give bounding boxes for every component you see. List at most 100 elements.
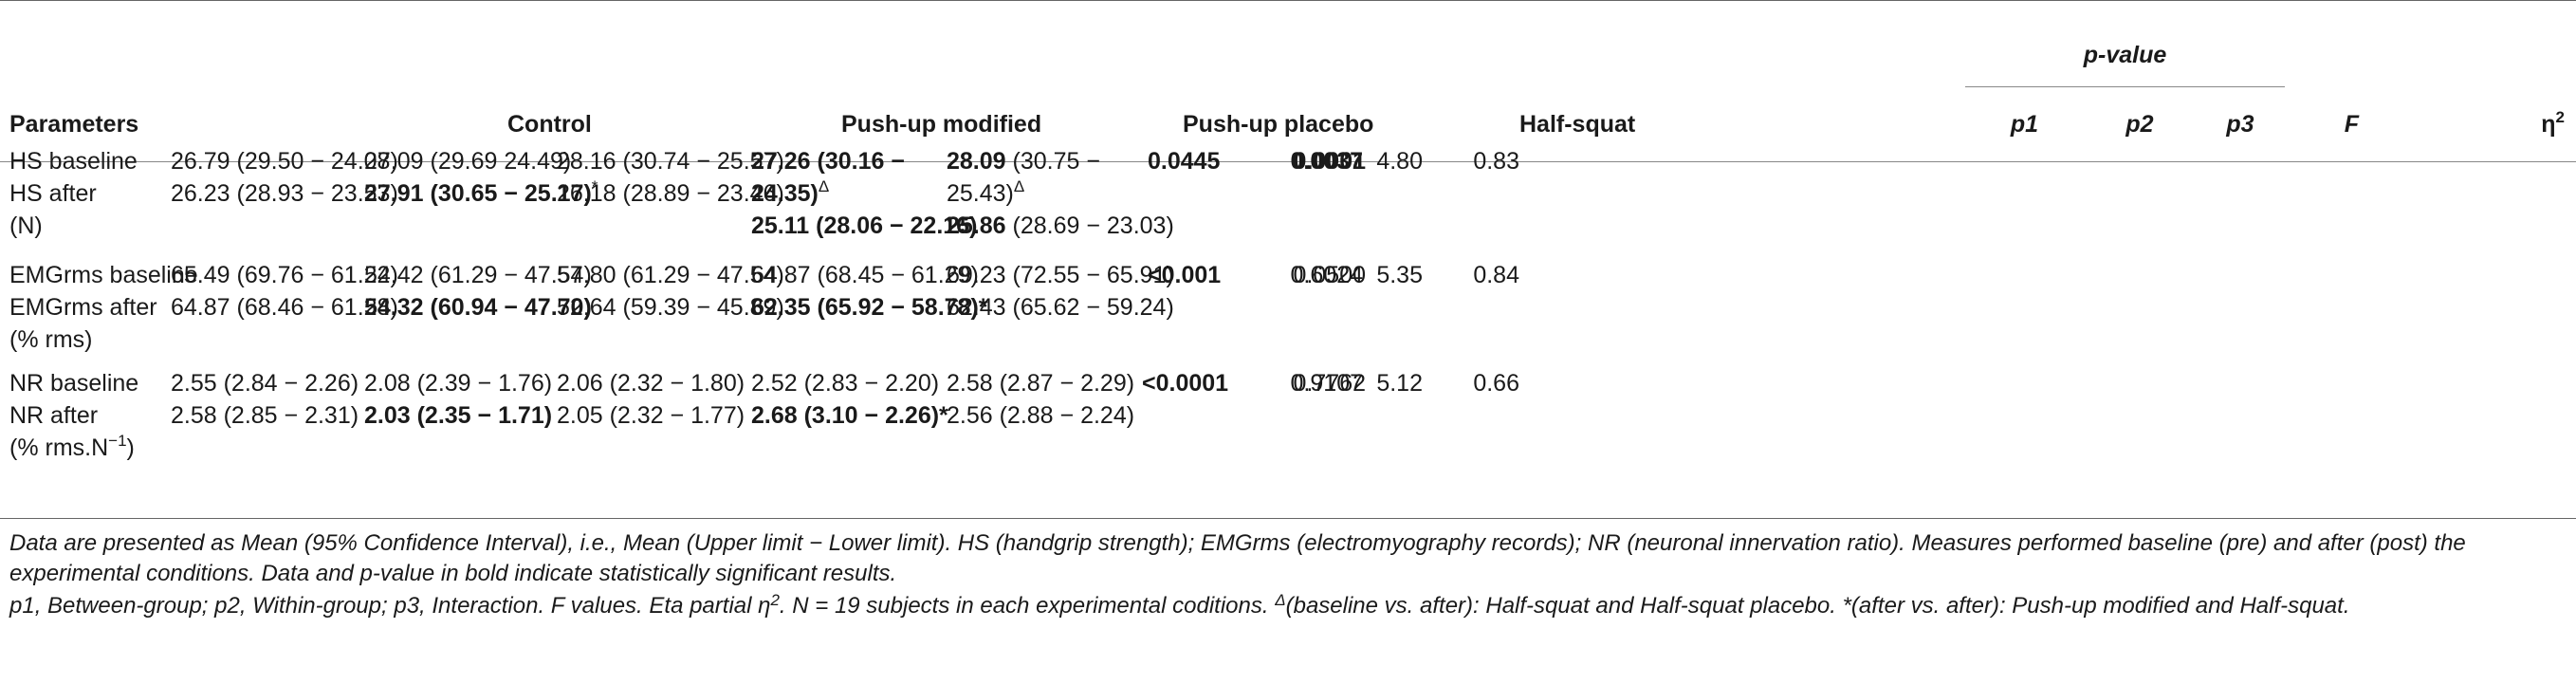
emg-eta: 0.84 xyxy=(1473,262,1519,288)
results-table: p-value Parameters Control Push-up modif… xyxy=(0,0,2576,162)
col-header-halfsquat: Half-squat xyxy=(1519,110,1636,138)
delta-mark: Δ xyxy=(818,177,830,195)
pvalue-label: p-value xyxy=(2083,42,2167,68)
cell-value-bold: 62.35 (65.92 − 58.78)* xyxy=(751,294,988,321)
hs-pushup-placebo: 28.16 (30.74 − 25.57) 26.18 (28.89 − 23.… xyxy=(557,145,784,210)
nr-p3: 0.9107 xyxy=(1290,370,1363,397)
cell-value: 2.08 (2.39 − 1.76) xyxy=(364,370,553,397)
label-hs-after: HS after xyxy=(9,180,97,207)
pvalue-group-header: p-value xyxy=(1965,0,2286,87)
emg-f: 5.35 xyxy=(1376,262,1423,288)
table-bottom-rule xyxy=(0,518,2576,519)
cell-value-bold: 24.35) xyxy=(751,180,819,207)
hs-halfsquat-placebo: 28.09 (30.75 − 25.43)Δ 25.86 (28.69 − 23… xyxy=(947,145,1174,242)
col-header-f: F xyxy=(2344,110,2360,138)
unit-superscript: −1 xyxy=(108,432,127,450)
cell-value-bold: 54.32 (60.94 − 47.70) xyxy=(364,294,592,321)
cell-value: 2.58 (2.87 − 2.29) xyxy=(947,370,1135,397)
col-header-pushup-modified: Push-up modified xyxy=(841,110,1042,138)
cell-value-bold: 25.11 (28.06 − 22.16) xyxy=(751,213,978,239)
cell-value: 26.23 (28.93 − 23.53) xyxy=(171,180,398,207)
cell-value: 69.23 (72.55 − 65.91) xyxy=(947,262,1174,288)
cell-value: 26.79 (29.50 − 24.08) xyxy=(171,148,398,175)
col-header-pushup-placebo: Push-up placebo xyxy=(1183,110,1374,138)
eta-superscript: 2 xyxy=(2555,107,2566,126)
cell-value: 27.09 (29.69 24.49) xyxy=(364,148,572,175)
row-group-hs: HS baseline HS after (N) 26.79 (29.50 − … xyxy=(0,145,2576,259)
asterisk-mark: * xyxy=(591,177,598,195)
footnote-2-text: (baseline vs. after): Half-squat and Hal… xyxy=(1285,593,2350,619)
cell-value: 2.56 (2.88 − 2.24) xyxy=(947,402,1135,429)
footnote-2-text: p1, Between-group; p2, Within-group; p3,… xyxy=(9,593,771,619)
label-hs-unit: (N) xyxy=(9,213,43,239)
cell-value: 28.16 (30.74 − 25.57) xyxy=(557,148,784,175)
cell-value: 54.42 (61.29 − 47.54) xyxy=(364,262,592,288)
label-emg-baseline: EMGrms baseline xyxy=(9,262,198,288)
hs-control: 26.79 (29.50 − 24.08) 26.23 (28.93 − 23.… xyxy=(171,145,398,210)
col-header-control: Control xyxy=(507,110,592,138)
hs-p3: 0.0037 xyxy=(1290,148,1363,175)
footnote-1: Data are presented as Mean (95% Confiden… xyxy=(9,530,2466,586)
cell-value: 2.52 (2.83 − 2.20) xyxy=(751,370,940,397)
row-group-emg: EMGrms baseline EMGrms after (% rms) 65.… xyxy=(0,259,2576,367)
col-header-p1: p1 xyxy=(2010,111,2039,138)
nr-eta: 0.66 xyxy=(1473,370,1519,397)
cell-value: 27.91 (30.65 − 25.17)* xyxy=(364,177,598,210)
emg-p2: 0.0500 xyxy=(1293,262,1366,288)
hs-p2: 0.0001 xyxy=(1293,148,1366,175)
nr-f: 5.12 xyxy=(1376,370,1423,397)
cell-value: 64.87 (68.45 − 61.29) xyxy=(751,262,979,288)
cell-value: 26.18 (28.89 − 23.46) xyxy=(557,180,784,207)
cell-value: 65.49 (69.76 − 61.22) xyxy=(171,262,398,288)
cell-value: 64.87 (68.46 − 61.28) xyxy=(171,294,398,321)
eta-symbol: η xyxy=(2541,110,2556,138)
cell-value-bold: 2.03 (2.35 − 1.71) xyxy=(364,402,553,429)
emg-p1: <0.001 xyxy=(1148,262,1222,288)
cell-value: (28.69 − 23.03) xyxy=(1005,213,1174,239)
cell-value: (30.75 − xyxy=(1005,148,1100,175)
label-nr-unit-close: ) xyxy=(126,434,135,461)
cell-value: 2.05 (2.32 − 1.77) xyxy=(557,402,745,429)
label-nr-after: NR after xyxy=(9,402,99,429)
label-nr-unit: (% rms.N xyxy=(9,434,109,461)
label-emg-unit: (% rms) xyxy=(9,326,93,353)
nr-p1: <0.0001 xyxy=(1142,370,1229,397)
cell-value: 25.43) xyxy=(947,180,1014,207)
hs-f: 4.80 xyxy=(1376,148,1423,175)
label-emg-after: EMGrms after xyxy=(9,294,157,321)
header-top-row: p-value xyxy=(0,0,2576,87)
table-footnotes: Data are presented as Mean (95% Confiden… xyxy=(9,528,2567,623)
cell-value: 62.43 (65.62 − 59.24) xyxy=(947,294,1174,321)
col-header-eta: η2 xyxy=(2383,87,2576,162)
col-header-p3: p3 xyxy=(2226,111,2254,138)
cell-value-bold: 28.09 xyxy=(947,148,1006,175)
delta-mark: Δ xyxy=(1275,591,1286,609)
nr-p2: 0.7762 xyxy=(1293,370,1366,397)
cell-value-bold: 27.26 (30.16 − xyxy=(751,148,905,175)
cell-value: 57.80 (61.29 − 47.54) xyxy=(557,262,784,288)
row-group-nr: NR baseline NR after (% rms.N−1) 2.55 (2… xyxy=(0,367,2576,475)
eta-superscript: 2 xyxy=(770,591,780,609)
delta-mark: Δ xyxy=(1013,177,1025,195)
hs-pushup-modified: 27.09 (29.69 24.49) 27.91 (30.65 − 25.17… xyxy=(364,145,598,210)
cell-value-bold: 25.86 xyxy=(947,213,1006,239)
cell-value-bold: 2.68 (3.10 − 2.26)* xyxy=(751,402,948,429)
footnote-2-text: . N = 19 subjects in each experimental c… xyxy=(779,593,1276,619)
hs-eta: 0.83 xyxy=(1473,148,1519,175)
emg-p3: 0.6024 xyxy=(1290,262,1363,288)
cell-value-bold: 27.91 (30.65 − 25.17) xyxy=(364,180,592,207)
hs-p1: 0.0445 xyxy=(1148,148,1221,175)
cell-value: 2.55 (2.84 − 2.26) xyxy=(171,370,359,397)
hs-halfsquat: 27.26 (30.16 − 24.35)Δ 25.11 (28.06 − 22… xyxy=(751,145,977,242)
col-header-p2: p2 xyxy=(2125,111,2154,138)
footnote-2: p1, Between-group; p2, Within-group; p3,… xyxy=(9,591,2567,621)
cell-value: 52.64 (59.39 − 45.89) xyxy=(557,294,784,321)
col-header-parameters: Parameters xyxy=(9,110,139,138)
cell-value: 2.06 (2.32 − 1.80) xyxy=(557,370,745,397)
hs-labels: HS baseline HS after (N) xyxy=(9,145,138,242)
label-hs-baseline: HS baseline xyxy=(9,148,138,175)
cell-value: 2.58 (2.85 − 2.31) xyxy=(171,402,359,429)
label-nr-baseline: NR baseline xyxy=(9,370,139,397)
header-row: Parameters Control Push-up modified Push… xyxy=(0,87,2576,162)
